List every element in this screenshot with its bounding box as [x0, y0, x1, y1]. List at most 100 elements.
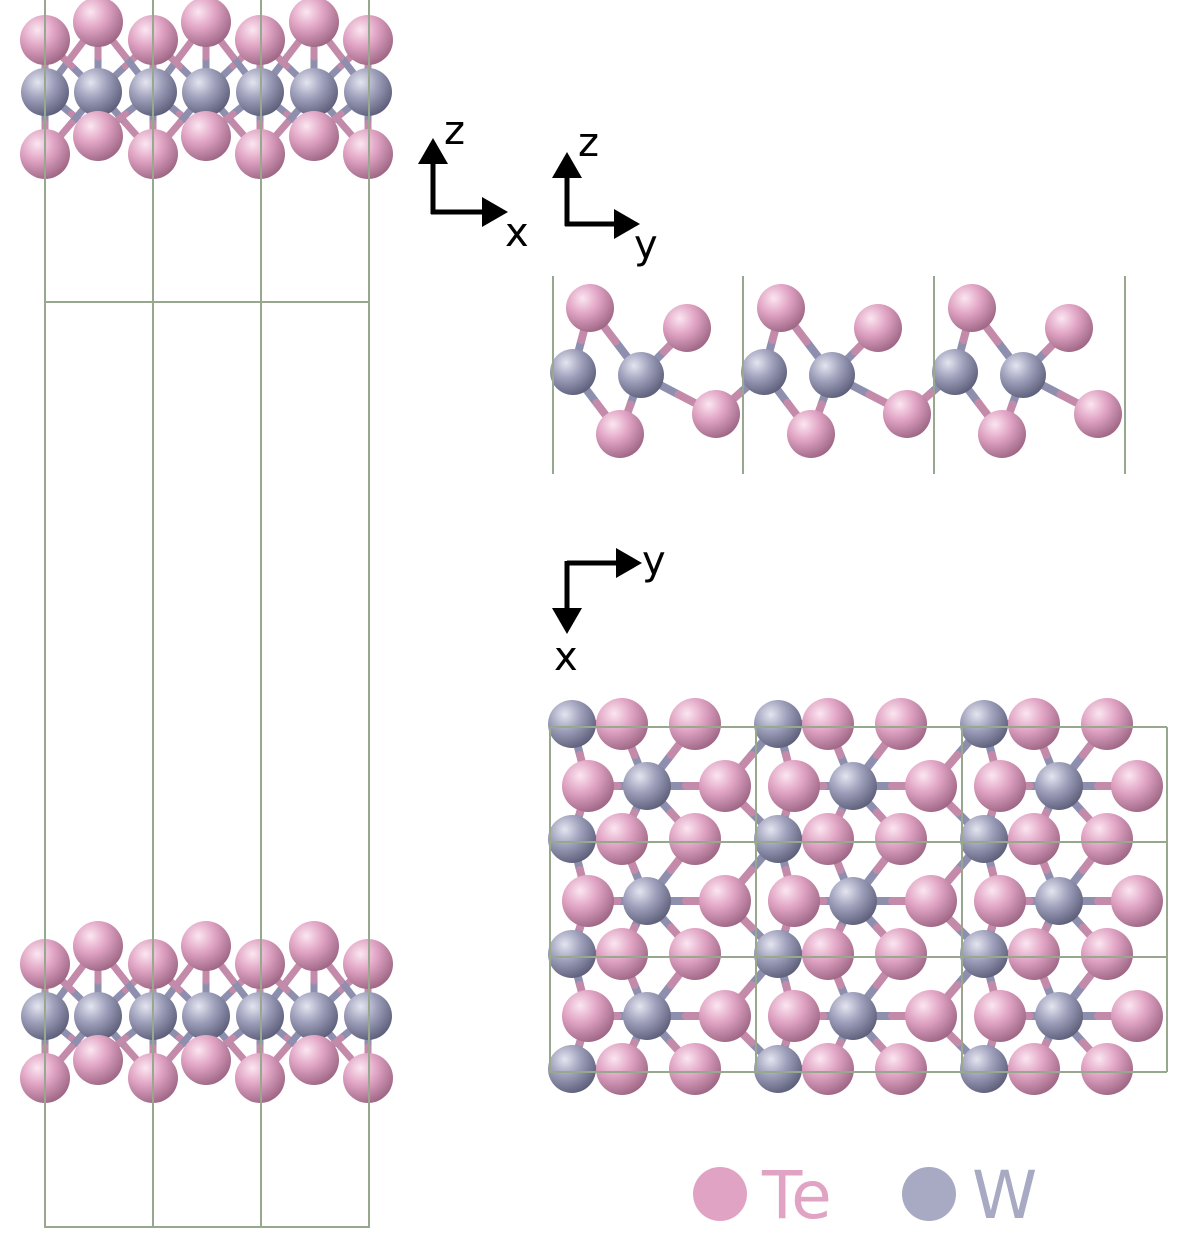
z-arrowhead	[552, 152, 582, 178]
legend-label-w: W	[972, 1157, 1037, 1234]
te-atom	[1008, 698, 1060, 750]
side-view-yz	[550, 276, 1126, 474]
te-atom	[1045, 304, 1093, 352]
x-arrowhead	[552, 608, 582, 634]
te-atom	[974, 990, 1026, 1042]
w-atom	[754, 930, 802, 978]
w-atom	[960, 1045, 1008, 1093]
te-atom	[596, 1043, 648, 1095]
axis-label-z: z	[578, 120, 599, 166]
te-atom	[596, 698, 648, 750]
te-atom	[875, 1043, 927, 1095]
w-atom	[74, 68, 122, 116]
te-atom	[73, 0, 123, 47]
w-atom	[548, 930, 596, 978]
te-atom	[596, 410, 644, 458]
axis-label-x: x	[554, 634, 578, 680]
te-atom	[562, 990, 614, 1042]
w-atom	[182, 992, 230, 1040]
w-atom	[548, 815, 596, 863]
te-atom	[768, 875, 820, 927]
te-atom	[757, 284, 805, 332]
te-atom	[663, 304, 711, 352]
w-atom	[1035, 877, 1083, 925]
te-atom	[692, 390, 740, 438]
w-atom	[74, 992, 122, 1040]
te-atom	[596, 813, 648, 865]
atoms-xz	[20, 0, 393, 1103]
y-arrowhead	[616, 548, 642, 578]
te-atom	[948, 284, 996, 332]
unit-cell-xy	[549, 726, 1168, 1073]
axis-label-x: x	[505, 210, 529, 256]
axes-indicator-yx: y x	[552, 538, 666, 680]
w-atom	[182, 68, 230, 116]
te-atom	[669, 813, 721, 865]
axis-label-y: y	[642, 538, 666, 584]
side-view-xz	[20, 0, 393, 1228]
te-atom	[768, 990, 820, 1042]
w-atom	[960, 700, 1008, 748]
w-atom	[623, 992, 671, 1040]
te-atom	[699, 760, 751, 812]
te-atom	[566, 284, 614, 332]
te-atom	[596, 928, 648, 980]
te-atom	[699, 875, 751, 927]
te-atom	[73, 1035, 123, 1085]
bonds-xz	[41, 18, 372, 1082]
te-atom	[905, 875, 957, 927]
legend-swatch-w	[902, 1167, 956, 1221]
atoms-yz	[550, 284, 1122, 458]
te-atom	[1081, 928, 1133, 980]
te-atom	[1081, 698, 1133, 750]
te-atom	[1008, 1043, 1060, 1095]
te-atom	[73, 921, 123, 971]
w-atom	[548, 700, 596, 748]
te-atom	[562, 760, 614, 812]
w-atom	[550, 349, 596, 395]
w-atom	[829, 877, 877, 925]
te-atom	[1008, 928, 1060, 980]
w-atom	[290, 68, 338, 116]
te-atom	[1081, 1043, 1133, 1095]
axes-indicator-zx: z x	[418, 108, 529, 256]
w-atom	[290, 992, 338, 1040]
w-atom	[754, 815, 802, 863]
te-atom	[181, 1035, 231, 1085]
w-atom	[960, 815, 1008, 863]
axes-indicator-zy: z y	[552, 120, 658, 268]
w-atom	[548, 1045, 596, 1093]
te-atom	[289, 0, 339, 47]
y-arrowhead	[614, 209, 640, 239]
te-atom	[905, 760, 957, 812]
te-atom	[699, 990, 751, 1042]
w-atom	[618, 352, 664, 398]
te-atom	[802, 928, 854, 980]
w-atom	[754, 1045, 802, 1093]
te-atom	[978, 410, 1026, 458]
te-atom	[669, 698, 721, 750]
te-atom	[289, 111, 339, 161]
w-atom	[829, 762, 877, 810]
te-atom	[669, 1043, 721, 1095]
te-atom	[854, 304, 902, 352]
te-atom	[1008, 813, 1060, 865]
te-atom	[802, 813, 854, 865]
axis-label-z: z	[444, 108, 465, 154]
w-atom	[1035, 762, 1083, 810]
te-atom	[1111, 990, 1163, 1042]
te-atom	[181, 921, 231, 971]
legend-swatch-te	[693, 1167, 747, 1221]
w-atom	[623, 877, 671, 925]
te-atom	[289, 1035, 339, 1085]
axis-label-y: y	[634, 222, 658, 268]
te-atom	[974, 760, 1026, 812]
atoms-xy	[548, 698, 1163, 1095]
te-atom	[875, 813, 927, 865]
te-atom	[289, 921, 339, 971]
w-atom	[960, 930, 1008, 978]
te-atom	[802, 1043, 854, 1095]
z-arrowhead	[418, 138, 448, 164]
w-atom	[1000, 352, 1046, 398]
